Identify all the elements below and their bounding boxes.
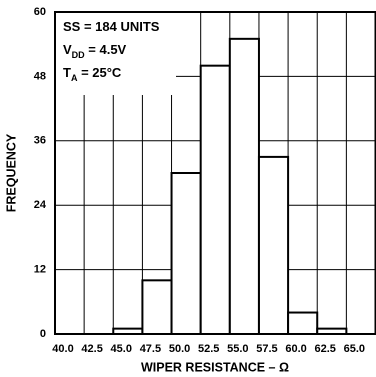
bar <box>199 64 231 336</box>
annotation-part: = 25°C <box>77 65 121 80</box>
annotation: VDD = 4.5V <box>63 42 127 60</box>
x-tick-label: 40.0 <box>52 343 73 355</box>
bar <box>170 172 202 335</box>
y-tick-label: 60 <box>34 6 46 18</box>
y-tick-label: 24 <box>34 199 47 211</box>
y-tick-label: 0 <box>40 328 46 340</box>
bar <box>257 155 290 335</box>
x-tick-label: 60.0 <box>285 343 306 355</box>
annotation-part: SS = 184 UNITS <box>63 19 160 34</box>
x-tick-label: 65.0 <box>344 343 365 355</box>
y-tick-label: 36 <box>34 135 46 147</box>
x-tick-label: 47.5 <box>140 343 161 355</box>
bar <box>141 279 173 336</box>
y-tick-label: 12 <box>34 264 46 276</box>
x-tick-label: 57.5 <box>256 343 277 355</box>
bar <box>228 37 260 335</box>
y-tick-label: 48 <box>34 70 46 82</box>
y-axis-label: FREQUENCY <box>4 133 18 212</box>
annotation-part: A <box>71 73 78 83</box>
annotation-part: V <box>63 42 72 57</box>
x-tick-label: 52.5 <box>198 343 219 355</box>
x-axis-label: WIPER RESISTANCE – Ω <box>141 360 289 374</box>
annotation-box <box>56 13 176 95</box>
x-tick-label: 42.5 <box>81 343 102 355</box>
annotation: SS = 184 UNITS <box>63 19 160 34</box>
x-tick-label: 55.0 <box>227 343 248 355</box>
bar <box>287 311 319 335</box>
annotation-part: DD <box>72 50 85 60</box>
annotation: TA = 25°C <box>63 65 122 83</box>
x-tick-label: 50.0 <box>169 343 190 355</box>
annotation-part: T <box>63 65 71 80</box>
annotation-part: = 4.5V <box>85 42 127 57</box>
x-tick-label: 45.0 <box>111 343 132 355</box>
x-tick-label: 62.5 <box>315 343 336 355</box>
